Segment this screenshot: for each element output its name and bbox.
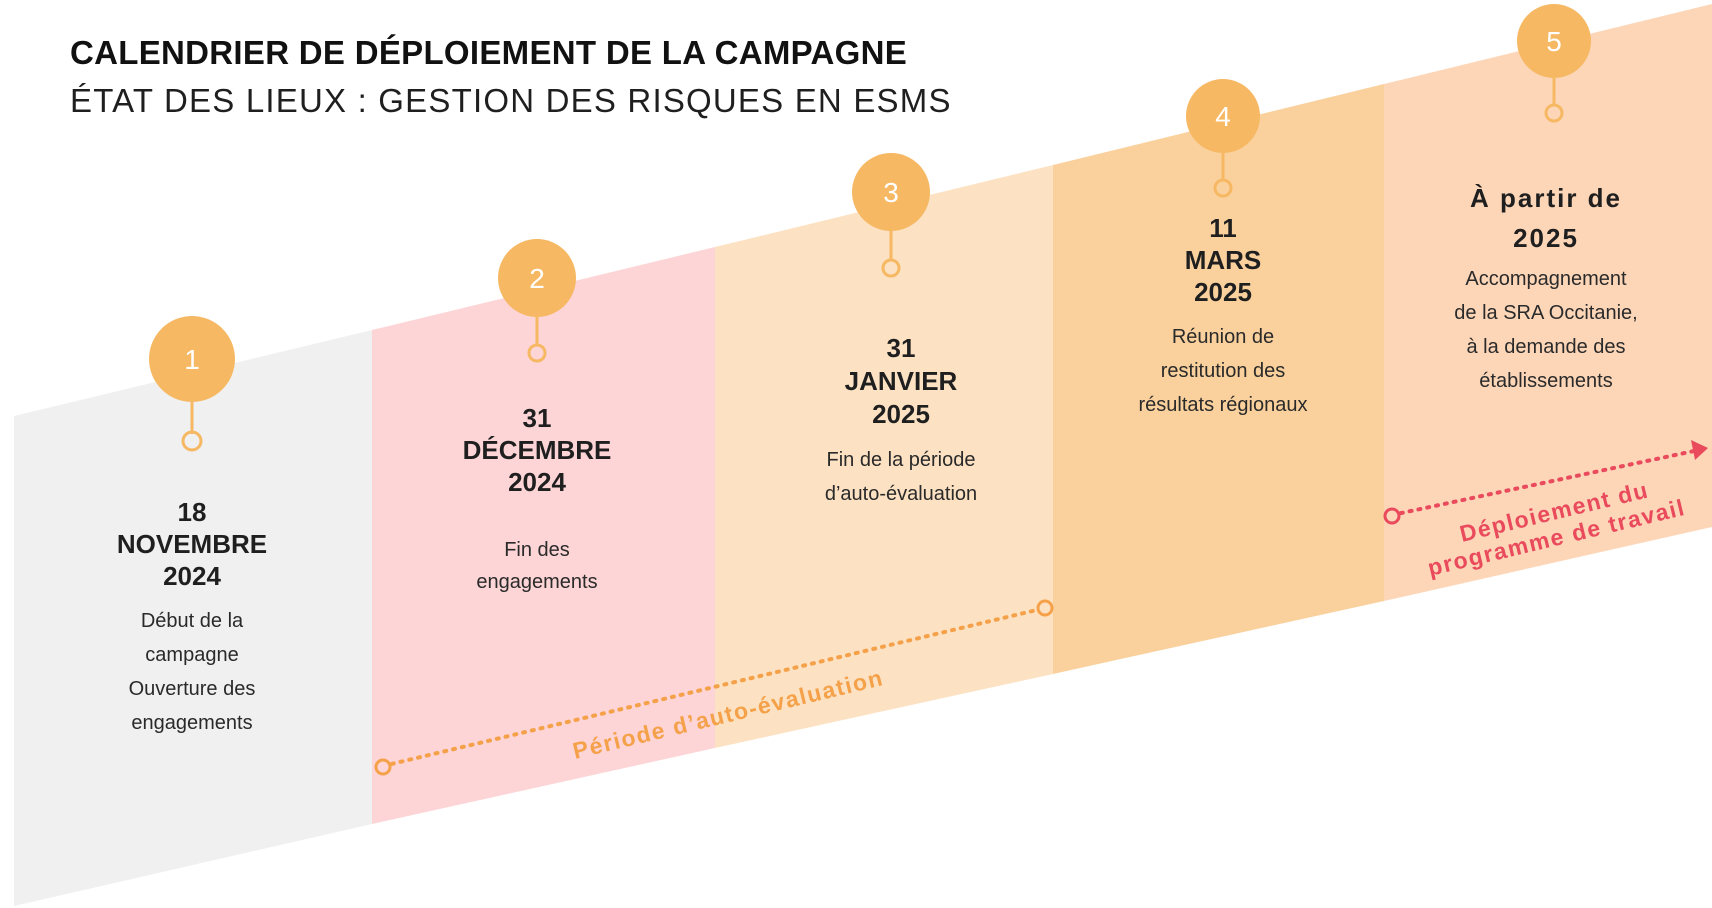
step-5-date-line: 2025: [1513, 223, 1579, 253]
pin-3: 3: [852, 153, 930, 278]
step-2: 31 DÉCEMBRE 2024 Fin des engagements: [437, 402, 637, 598]
step-1-date-line: 2024: [163, 561, 221, 591]
step-3: 31 JANVIER 2025 Fin de la période d’auto…: [801, 332, 1001, 511]
step-5-desc-line: établissements: [1479, 370, 1613, 392]
step-1-desc-line: Début de la: [140, 610, 244, 632]
pin-3-number: 3: [883, 177, 899, 208]
pin-1-number: 1: [184, 344, 200, 375]
step-4-desc-line: Réunion de: [1171, 326, 1275, 348]
step-2-desc-line: Fin des: [504, 539, 570, 561]
band-4: [1053, 84, 1384, 674]
step-4-description: Réunion de restitution des résultats rég…: [1113, 320, 1333, 422]
step-1-desc-line: campagne: [145, 644, 239, 666]
step-1-date-line: 18: [177, 497, 207, 527]
step-1: 18 NOVEMBRE 2024 Début de la campagne Ou…: [102, 496, 282, 740]
step-1-description: Début de la campagne Ouverture des engag…: [102, 604, 282, 740]
step-5-date-line: À partir de: [1469, 183, 1623, 213]
band-3: [715, 165, 1053, 748]
band-2: [372, 247, 715, 824]
step-3-date: 31 JANVIER 2025: [801, 332, 1001, 431]
step-2-desc-line: engagements: [476, 571, 598, 593]
step-2-date-line: DÉCEMBRE: [462, 435, 612, 465]
step-2-description: Fin des engagements: [437, 534, 637, 598]
step-5-desc-line: Accompagnement: [1465, 268, 1627, 290]
arrowhead-icon: [1691, 440, 1708, 460]
step-3-desc-line: d’auto-évaluation: [824, 483, 978, 505]
step-1-date: 18 NOVEMBRE 2024: [102, 496, 282, 592]
step-5-desc-line: à la demande des: [1466, 336, 1626, 358]
step-2-date-line: 31: [522, 403, 552, 433]
step-5: À partir de 2025 Accompagnement de la SR…: [1431, 178, 1661, 398]
step-4-date: 11 MARS 2025: [1113, 212, 1333, 308]
step-3-date-line: 31: [886, 333, 916, 363]
step-1-date-line: NOVEMBRE: [116, 529, 268, 559]
step-4-desc-line: restitution des: [1160, 360, 1286, 382]
pin-5-number: 5: [1546, 26, 1562, 57]
pin-1: 1: [149, 316, 235, 452]
step-4-date-line: 11: [1209, 213, 1237, 243]
step-3-date-line: 2025: [872, 399, 930, 429]
step-5-date: À partir de 2025: [1431, 178, 1661, 258]
pin-2-number: 2: [529, 263, 545, 294]
step-4-desc-line: résultats régionaux: [1138, 394, 1308, 416]
step-5-desc-line: de la SRA Occitanie,: [1454, 302, 1638, 324]
pin-4: 4: [1186, 79, 1260, 198]
step-3-desc-line: Fin de la période: [826, 449, 976, 471]
step-2-date-line: 2024: [508, 467, 566, 497]
pin-5: 5: [1517, 4, 1591, 123]
pin-2: 2: [498, 239, 576, 363]
page-title: CALENDRIER DE DÉPLOIEMENT DE LA CAMPAGNE: [70, 34, 908, 71]
step-1-desc-line: engagements: [131, 712, 253, 734]
step-4: 11 MARS 2025 Réunion de restitution des …: [1113, 212, 1333, 422]
pin-4-number: 4: [1215, 101, 1231, 132]
step-3-date-line: JANVIER: [844, 366, 958, 396]
page-subtitle: ÉTAT DES LIEUX : GESTION DES RISQUES EN …: [70, 82, 952, 119]
band-5: [1384, 4, 1712, 601]
step-5-description: Accompagnement de la SRA Occitanie, à la…: [1431, 262, 1661, 398]
step-3-description: Fin de la période d’auto-évaluation: [801, 443, 1001, 511]
band-1: [14, 330, 372, 906]
step-1-desc-line: Ouverture des: [128, 678, 256, 700]
step-4-date-line: MARS: [1184, 245, 1262, 275]
step-2-date: 31 DÉCEMBRE 2024: [437, 402, 637, 498]
step-4-date-line: 2025: [1194, 277, 1252, 307]
